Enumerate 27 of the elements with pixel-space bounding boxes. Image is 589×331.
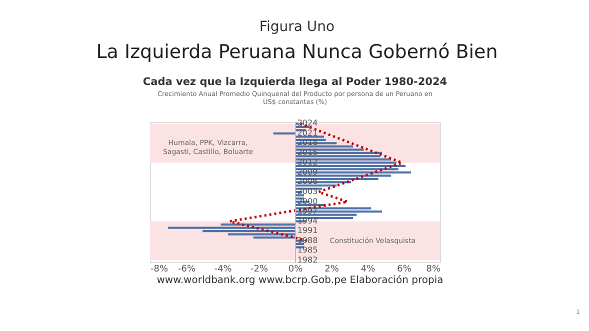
y-tick-label: 1991 [297, 226, 318, 236]
y-tick-label: 2021 [297, 128, 318, 138]
y-tick-label: 1988 [297, 236, 318, 245]
x-tick-label: 2% [324, 264, 340, 274]
x-tick-label: -4% [214, 264, 232, 274]
y-tick-label: 2000 [297, 196, 318, 206]
text: Figura Uno [259, 19, 335, 35]
x-tick-label: 0% [288, 264, 304, 274]
y-tick-label: 2009 [297, 167, 318, 176]
x-tick-label: 8% [426, 264, 441, 274]
x-tick-label: -2% [250, 264, 268, 274]
y-tick-label: 2015 [297, 148, 318, 157]
y-tick-label: 2018 [297, 138, 318, 148]
x-tick-label: 6% [397, 264, 412, 274]
chart-title: Cada vez que la Izquierda llega al Poder 1980-2024 [142, 76, 448, 88]
y-tick-label: 2003 [297, 187, 318, 196]
x-tick-label: -8% [150, 264, 168, 274]
y-tick-label: 1985 [297, 246, 318, 255]
y-tick-label: 2024 [297, 118, 318, 128]
x-tick-label: -6% [178, 264, 196, 274]
text: www.worldbank.org www.bcrp.Gob.pe Elaboración propia [156, 275, 444, 286]
text: La Izquierda Peruana Nunca Gobernó Bien [96, 41, 498, 63]
x-tick-label: 4% [360, 264, 376, 274]
y-tick-label: 1994 [297, 216, 318, 226]
y-tick-label: 2012 [297, 158, 318, 167]
y-tick-label: 1982 [297, 255, 318, 264]
y-tick-label: 2006 [297, 177, 318, 186]
